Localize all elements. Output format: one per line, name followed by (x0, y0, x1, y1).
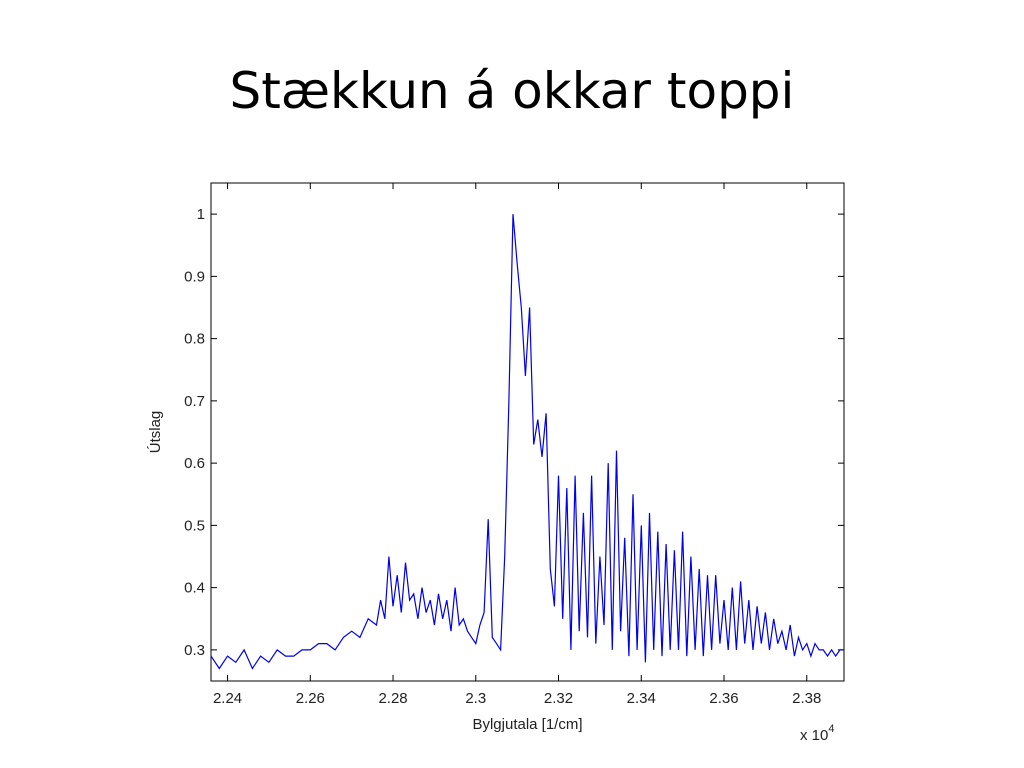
x-tick-label: 2.3 (465, 690, 486, 707)
x-axis-label: Bylgjutala [1/cm] (472, 716, 582, 733)
y-tick-label: 0.3 (184, 642, 205, 659)
y-tick-label: 0.8 (184, 331, 205, 348)
slide-title: Stækkun á okkar toppi (229, 62, 795, 120)
y-tick-label: 1 (197, 206, 205, 223)
y-axis-label: Útslag (147, 411, 164, 454)
y-tick-label: 0.5 (184, 517, 205, 534)
y-tick-label: 0.6 (184, 455, 205, 472)
x-exponent-base: x 10 (800, 727, 828, 744)
x-exponent-label: x 104 (800, 723, 834, 744)
series-line (210, 214, 844, 670)
x-tick-label: 2.34 (627, 690, 656, 707)
x-tick-label: 2.32 (544, 690, 573, 707)
y-tick-label: 0.4 (184, 580, 205, 597)
y-tick-label: 0.9 (184, 268, 205, 285)
x-exponent-power: 4 (828, 723, 834, 735)
x-tick-label: 2.24 (213, 690, 242, 707)
x-tick-label: 2.26 (296, 690, 325, 707)
y-tick-label: 0.7 (184, 393, 205, 410)
x-tick-label: 2.36 (709, 690, 738, 707)
y-ticks: 0.3 0.4 0.5 0.6 0.7 0.8 0.9 1 (184, 206, 844, 659)
x-ticks: 2.24 2.26 2.28 2.3 2.32 2.34 2.36 2.38 (213, 183, 821, 707)
x-tick-label: 2.38 (792, 690, 821, 707)
x-tick-label: 2.28 (378, 690, 407, 707)
plot-area (210, 182, 845, 682)
